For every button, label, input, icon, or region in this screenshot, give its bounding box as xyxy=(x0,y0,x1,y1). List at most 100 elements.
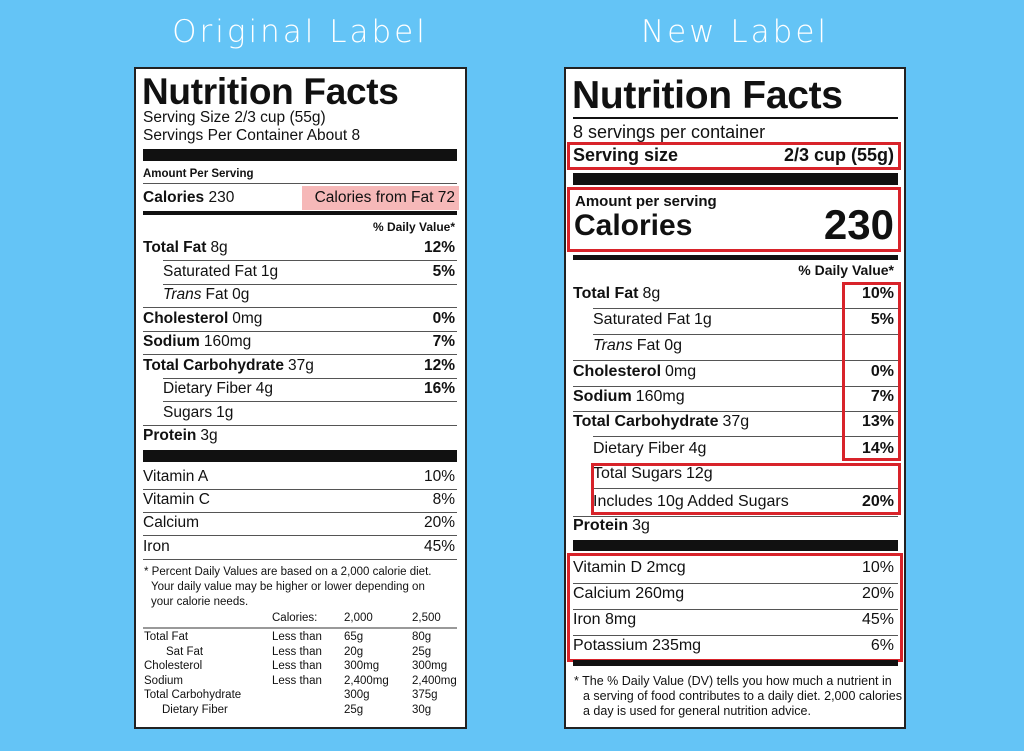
vitamin-daily-value: 20% xyxy=(861,585,894,602)
divider xyxy=(143,149,457,161)
divider xyxy=(573,540,898,551)
divider xyxy=(163,378,457,379)
vitamin-daily-value: 45% xyxy=(861,611,894,628)
nutrient-row: Sodium 160mg xyxy=(573,388,685,406)
table-cell: Sat Fat xyxy=(166,645,204,658)
nutrient-amount: 160mg xyxy=(203,333,252,350)
table-cell: 300mg xyxy=(412,660,448,672)
vitamin-daily-value: 8% xyxy=(432,491,455,508)
divider xyxy=(573,360,898,361)
nutrient-daily-value: 14% xyxy=(861,440,894,457)
table-cell: Dietary Fiber xyxy=(162,703,228,716)
divider xyxy=(593,308,898,309)
divider xyxy=(593,488,898,489)
divider xyxy=(143,425,457,426)
nutrient-row: Trans Fat 0g xyxy=(163,286,249,304)
nutrient-amount: 0mg xyxy=(665,363,697,380)
table-cell: 20g xyxy=(344,645,364,658)
vitamin-daily-value: 10% xyxy=(861,559,894,576)
calories-from-fat: Calories from Fat 72 xyxy=(314,189,455,206)
nutrient-daily-value: 10% xyxy=(861,285,894,302)
divider xyxy=(143,559,457,560)
calories-highlight xyxy=(567,187,901,252)
table-cell: 25g xyxy=(344,703,364,716)
table-cell: Less than xyxy=(272,660,322,672)
table-header-cell: 2,000 xyxy=(344,612,373,624)
divider xyxy=(593,334,898,335)
nutrient-amount: 37g xyxy=(287,357,314,374)
nutrient-amount: 4g xyxy=(255,380,273,397)
vitamin-daily-value: 10% xyxy=(423,468,455,485)
divider xyxy=(163,260,457,261)
nutrient-amount: 160mg xyxy=(635,388,685,405)
new-label-heading: New Label xyxy=(640,14,830,50)
nutrient-row: Cholesterol 0mg xyxy=(573,363,696,381)
table-header-cell: Calories: xyxy=(272,612,318,624)
daily-value-header: % Daily Value* xyxy=(798,262,894,278)
serving-size-value: 2/3 cup (55g) xyxy=(783,145,894,165)
calories-from-fat-highlight xyxy=(302,186,459,210)
vitamin-name: Iron 8mg xyxy=(573,611,637,628)
nutrient-amount: 12g xyxy=(685,465,713,482)
vitamin-name: Vitamin D 2mcg xyxy=(573,559,686,576)
vitamins-highlight xyxy=(567,553,903,662)
new-nutrition-label: Nutrition Facts 8 servings per container… xyxy=(564,67,906,729)
table-cell: 80g xyxy=(412,631,432,643)
nutrient-daily-value: 16% xyxy=(423,380,455,397)
nutrient-daily-value: 7% xyxy=(870,388,894,405)
divider xyxy=(593,436,898,437)
table-cell: Total Carbohydrate xyxy=(144,689,242,701)
divider xyxy=(143,331,457,332)
table-cell: 300mg xyxy=(344,660,380,672)
nutrient-amount: 3g xyxy=(200,427,218,444)
table-cell: 2,400mg xyxy=(412,674,457,687)
sugars-highlight xyxy=(591,463,901,515)
nutrient-row: Dietary Fiber 4g xyxy=(163,380,273,398)
original-label-heading: Original Label xyxy=(172,14,428,50)
calories-value: 230 xyxy=(823,201,894,248)
footnote-line: a day is used for general nutrition advi… xyxy=(583,704,811,718)
table-cell: Less than xyxy=(272,645,322,658)
nutrient-name: Trans xyxy=(593,337,633,354)
nutrient-amount: 4g xyxy=(688,440,707,457)
divider xyxy=(143,450,457,462)
vitamin-name: Calcium xyxy=(143,514,199,531)
divider xyxy=(143,627,457,629)
table-cell: 300g xyxy=(344,689,370,701)
nutrient-name: Total Carbohydrate xyxy=(573,413,719,430)
servings-per-container: Servings Per Container About 8 xyxy=(143,127,361,144)
nutrient-name: Protein xyxy=(143,427,197,444)
vitamin-name: Potassium 235mg xyxy=(573,637,702,654)
nutrient-daily-value: 7% xyxy=(432,333,455,350)
nutrient-amount: Fat 0g xyxy=(636,337,683,354)
vitamin-name: Vitamin C xyxy=(143,491,210,508)
divider xyxy=(163,401,457,402)
divider xyxy=(573,660,898,666)
original-nutrition-label: Nutrition Facts Serving Size 2/3 cup (55… xyxy=(134,67,467,729)
calories-value: 230 xyxy=(208,189,235,206)
table-cell: 30g xyxy=(412,703,432,716)
footnote: * The % Daily Value (DV) tells you how m… xyxy=(574,674,902,719)
table-cell: Less than xyxy=(272,674,322,687)
nutrient-daily-value: 5% xyxy=(870,311,894,328)
calories-row: Calories 230 xyxy=(143,189,234,207)
nutrient-row: Total Carbohydrate 37g xyxy=(573,413,749,431)
nutrient-amount: 8g xyxy=(642,285,661,302)
nutrient-row: Saturated Fat 1g xyxy=(593,311,712,329)
table-cell: Sodium xyxy=(144,674,183,687)
footnote-line: * Percent Daily Values are based on a 2,… xyxy=(144,566,432,578)
nutrient-row: Total Fat 8g xyxy=(573,285,660,303)
nutrient-name: Total Sugars xyxy=(593,465,682,482)
nutrient-daily-value: 13% xyxy=(861,413,894,430)
divider xyxy=(573,609,898,610)
footnote: * Percent Daily Values are based on a 2,… xyxy=(144,565,431,610)
vitamin-daily-value: 20% xyxy=(423,514,455,531)
nutrient-name: Total Fat xyxy=(573,285,639,302)
divider xyxy=(573,173,898,185)
nutrient-daily-value: 5% xyxy=(432,263,455,280)
serving-size-label: Serving size xyxy=(573,145,679,165)
serving-size: Serving Size 2/3 cup (55g) xyxy=(143,109,326,126)
nutrient-name: Protein xyxy=(573,517,629,534)
divider xyxy=(573,635,898,636)
divider xyxy=(143,307,457,308)
